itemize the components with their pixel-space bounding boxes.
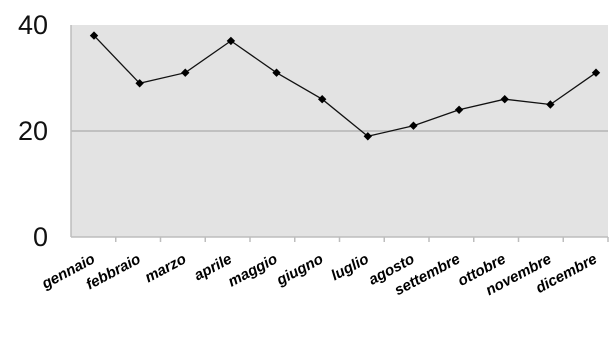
data-point xyxy=(546,100,555,109)
data-point xyxy=(363,132,373,141)
y-tick-label: 20 xyxy=(18,116,48,146)
data-point xyxy=(409,121,418,130)
x-tick-label: marzo xyxy=(142,251,189,287)
series-line xyxy=(93,35,597,138)
data-point xyxy=(500,95,509,104)
data-markers xyxy=(89,31,601,141)
x-tick-marks xyxy=(115,237,609,242)
data-point xyxy=(181,68,190,77)
data-point xyxy=(454,105,464,114)
data-point xyxy=(135,79,144,88)
data-point xyxy=(272,68,281,77)
y-tick-labels: 0 20 40 xyxy=(18,10,48,252)
x-tick-label: maggio xyxy=(225,251,280,291)
data-point xyxy=(591,68,601,77)
x-tick-label: giugno xyxy=(273,251,326,290)
y-tick-label: 40 xyxy=(18,10,48,40)
data-point xyxy=(226,36,236,46)
data-point xyxy=(317,95,327,104)
x-tick-label: luglio xyxy=(328,251,371,285)
data-point xyxy=(89,31,99,40)
y-tick-label: 0 xyxy=(33,222,48,252)
